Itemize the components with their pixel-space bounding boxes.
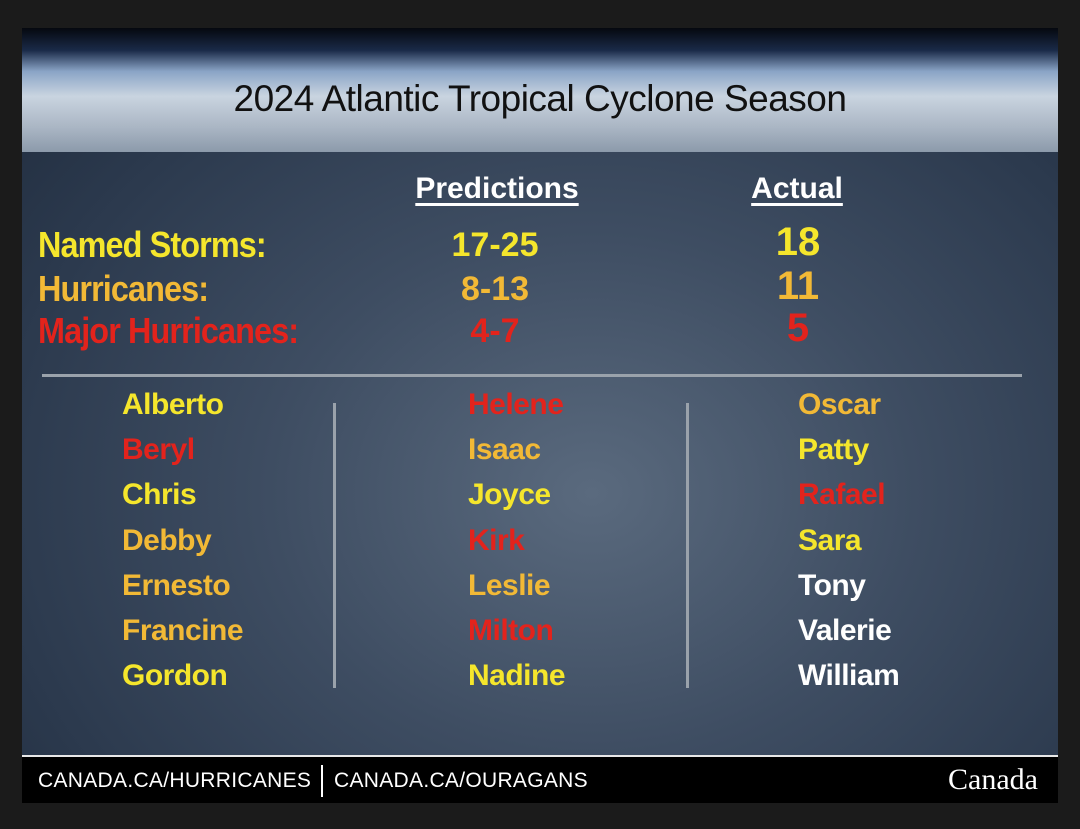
storm-name: Leslie xyxy=(468,568,551,602)
footer: CANADA.CA/HURRICANES CANADA.CA/OURAGANS … xyxy=(22,755,1058,803)
storm-name: Nadine xyxy=(468,659,566,693)
storm-name: Francine xyxy=(122,614,244,647)
storm-name: Alberto xyxy=(122,388,224,421)
storm-name: Debby xyxy=(122,523,212,557)
storm-name: Chris xyxy=(122,478,197,512)
storm-name: Rafael xyxy=(798,478,886,512)
storm-name: Sara xyxy=(798,523,862,557)
actual: 5 xyxy=(786,306,810,350)
actual: 11 xyxy=(776,264,820,308)
column-divider xyxy=(333,403,336,688)
storm-name: Helene xyxy=(468,388,564,421)
storm-name: Oscar xyxy=(798,388,881,421)
prediction: 4-7 xyxy=(470,312,520,350)
storm-name: Joyce xyxy=(468,478,551,512)
actual: 18 xyxy=(775,220,821,264)
canada-wordmark: Canada xyxy=(948,763,1038,796)
actual-header: Actual xyxy=(751,172,843,205)
storm-name: Isaac xyxy=(468,433,541,467)
divider xyxy=(42,374,1022,377)
stat-label: Hurricanes: xyxy=(38,268,209,309)
link-french[interactable]: CANADA.CA/OURAGANS xyxy=(334,769,588,792)
infographic: 2024 Atlantic Tropical Cyclone Season Pr… xyxy=(22,28,1058,803)
stat-label: Major Hurricanes: xyxy=(38,310,299,351)
column-divider xyxy=(686,403,689,688)
separator xyxy=(321,765,323,797)
storm-name: Ernesto xyxy=(122,568,231,602)
storm-name: Gordon xyxy=(122,659,228,693)
title: 2024 Atlantic Tropical Cyclone Season xyxy=(233,78,847,119)
earth-horizon xyxy=(22,28,1058,152)
prediction: 8-13 xyxy=(460,270,530,308)
storm-name: Valerie xyxy=(798,614,892,647)
prediction: 17-25 xyxy=(451,226,539,264)
storm-name: Kirk xyxy=(468,523,525,557)
storm-name: William xyxy=(798,659,900,693)
storm-name: Beryl xyxy=(122,433,195,467)
storm-name: Milton xyxy=(468,614,554,647)
storm-name: Tony xyxy=(798,568,866,602)
storm-name: Patty xyxy=(798,433,869,467)
stat-label: Named Storms: xyxy=(38,224,267,265)
predictions-header: Predictions xyxy=(415,172,579,205)
link-english[interactable]: CANADA.CA/HURRICANES xyxy=(38,769,312,792)
